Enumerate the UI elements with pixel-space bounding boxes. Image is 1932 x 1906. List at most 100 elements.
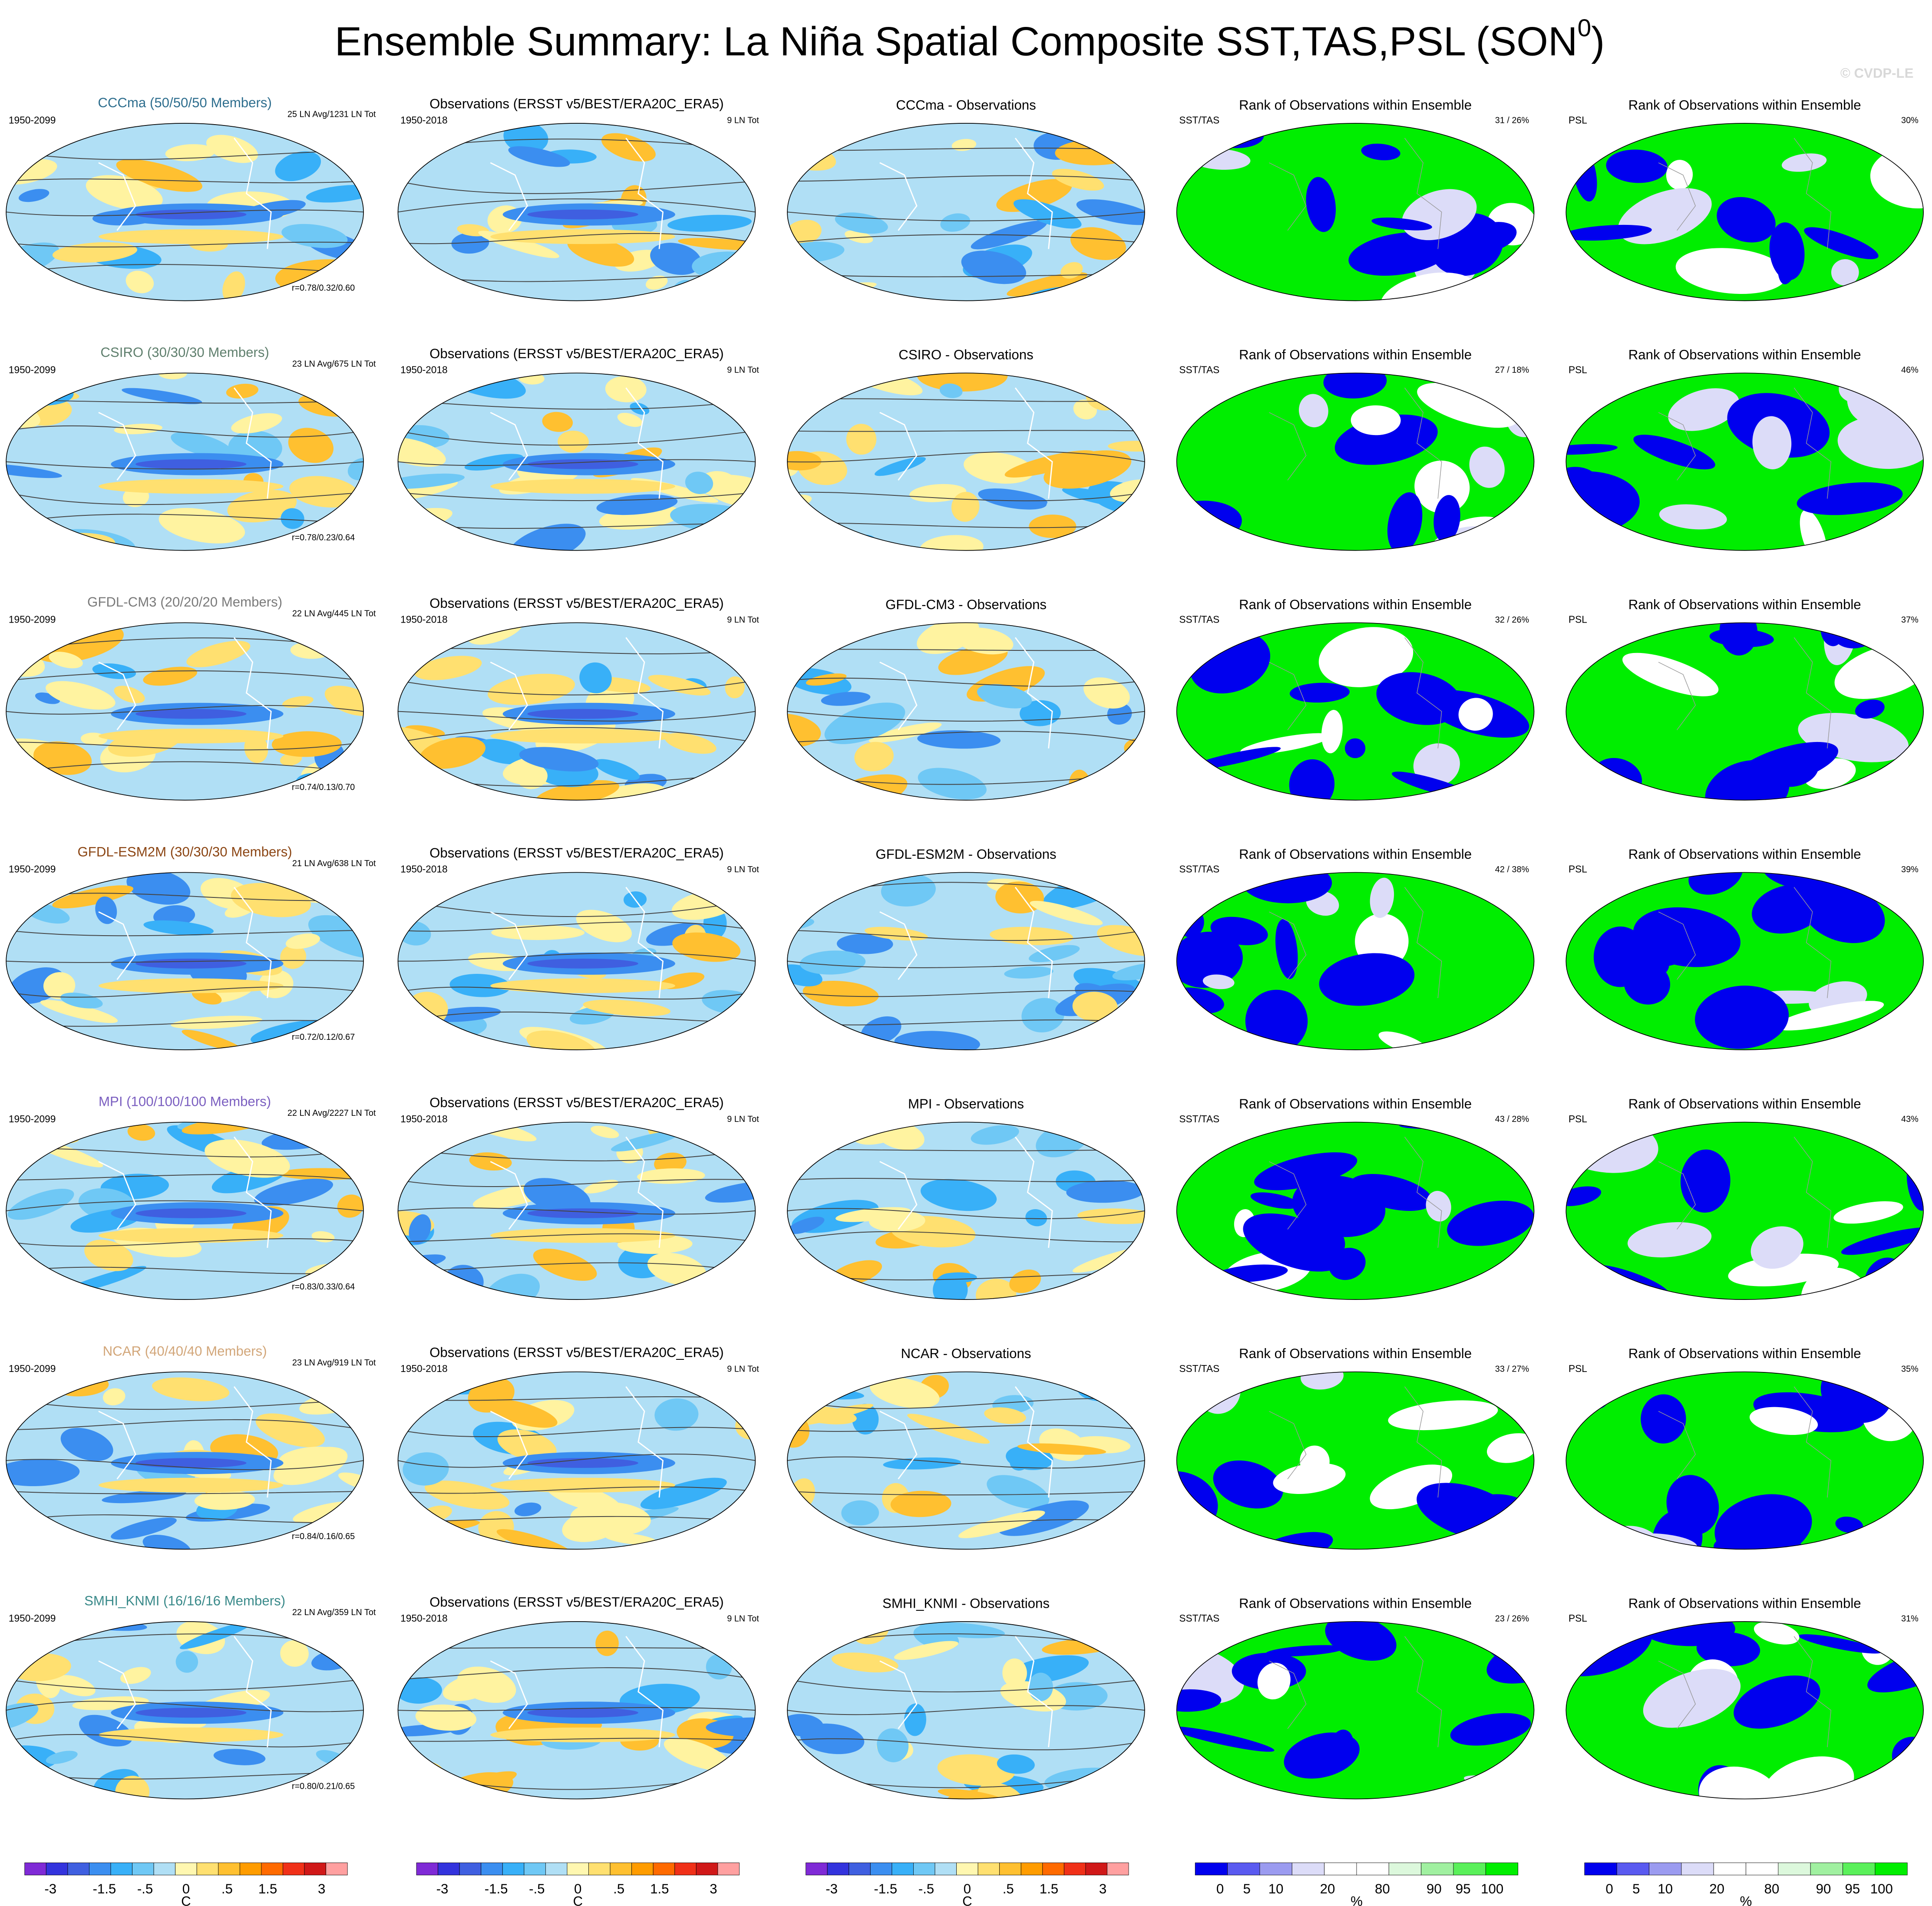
map-region	[1447, 1200, 1534, 1246]
rank-percent: 31 / 26%	[1495, 116, 1529, 125]
map-region	[398, 1264, 424, 1280]
map-outline	[397, 1371, 756, 1550]
model-counts: 23 LN Avg/675 LN Tot	[292, 359, 376, 369]
equatorial-warm	[490, 1477, 675, 1493]
map-region	[180, 1621, 252, 1649]
map-outline	[1176, 622, 1535, 801]
colorbar-label: 5	[1243, 1881, 1251, 1896]
colorbar-label: 3	[1099, 1881, 1106, 1896]
map-region	[836, 933, 893, 954]
contour	[6, 1238, 364, 1247]
colorbar-box	[438, 1862, 460, 1876]
model-period: 1950-2099	[9, 364, 56, 375]
coastline	[1269, 1636, 1442, 1748]
map-outline	[787, 373, 1145, 551]
map-region	[52, 885, 134, 909]
rank-percent: 27 / 18%	[1495, 366, 1529, 375]
equatorial-warm	[490, 1228, 675, 1243]
map-region	[308, 915, 364, 959]
map-region	[667, 214, 752, 232]
map-region	[280, 944, 307, 969]
colorbar-box	[1681, 1862, 1714, 1876]
map-region	[1017, 1443, 1106, 1455]
map-region	[978, 488, 1047, 510]
colorbar-box	[239, 1862, 262, 1876]
colorbar-box	[827, 1862, 849, 1876]
map-region	[1004, 966, 1054, 979]
map-region	[398, 138, 423, 155]
map	[1566, 1372, 1924, 1550]
colorbar-label: 1.5	[1040, 1881, 1058, 1896]
map-region	[841, 1500, 879, 1526]
colorbar-label: -3	[436, 1881, 449, 1896]
contour	[6, 1679, 364, 1691]
equatorial-core	[527, 959, 638, 969]
map-region	[60, 1428, 113, 1461]
map-region	[821, 692, 871, 706]
map-region	[998, 1500, 1089, 1536]
obs-title: Observations (ERSST v5/BEST/ERA20C_ERA5)	[429, 1095, 723, 1110]
obs-title: Observations (ERSST v5/BEST/ERA20C_ERA5)	[429, 845, 723, 861]
map-region	[984, 1407, 1026, 1424]
psl-rank-title: Rank of Observations within Ensemble	[1628, 847, 1861, 862]
map-region	[419, 737, 485, 769]
rank-title: Rank of Observations within Ensemble	[1239, 1096, 1472, 1111]
obs-title: Observations (ERSST v5/BEST/ERA20C_ERA5)	[429, 596, 723, 611]
map-region	[1831, 259, 1859, 286]
obs-title: Observations (ERSST v5/BEST/ERA20C_ERA5)	[429, 1595, 723, 1610]
colorbar-box	[935, 1862, 957, 1876]
map-region	[171, 432, 232, 458]
map-region	[1463, 1775, 1534, 1799]
colorbar-box	[1259, 1862, 1292, 1876]
psl-label: PSL	[1569, 1363, 1587, 1374]
rank-percent: 23 / 26%	[1495, 1614, 1529, 1623]
map-region	[907, 1414, 990, 1444]
colorbar-box	[132, 1862, 154, 1876]
map-region	[1176, 1512, 1215, 1538]
map-region	[977, 684, 1032, 709]
colorbar-box	[416, 1862, 439, 1876]
map-region	[1798, 1634, 1882, 1654]
map-outline	[787, 1621, 1145, 1800]
map-region	[1680, 1149, 1731, 1213]
colorbar-box	[1810, 1862, 1843, 1876]
map-region	[1606, 149, 1668, 183]
contour	[6, 742, 364, 751]
colorbar-box	[978, 1862, 1000, 1876]
map-region	[1659, 504, 1727, 530]
coastline	[1658, 138, 1832, 249]
colorbar-label: -3	[826, 1881, 838, 1896]
map-region	[443, 1674, 496, 1701]
pattern-correlation: r=0.78/0.32/0.60	[292, 283, 355, 293]
map-region	[337, 1194, 364, 1218]
coastline	[1269, 387, 1442, 499]
obs-period: 1950-2018	[400, 1363, 447, 1374]
colorbar-box	[674, 1862, 697, 1876]
map-region	[514, 1502, 542, 1517]
map-region	[1257, 1662, 1291, 1700]
map-region	[845, 230, 873, 244]
map-region	[1176, 1689, 1222, 1712]
map-region	[787, 1772, 825, 1790]
map-region	[958, 1510, 1045, 1538]
map	[787, 1372, 1145, 1550]
rank-title: Rank of Observations within Ensemble	[1239, 847, 1472, 862]
map-region	[646, 275, 668, 290]
map-region	[526, 1030, 597, 1050]
equatorial-core	[135, 1708, 247, 1718]
map-region	[1060, 262, 1083, 279]
map-outline	[6, 123, 364, 301]
map-outline	[787, 622, 1145, 801]
colorbar-box	[110, 1862, 132, 1876]
map-region	[1714, 1494, 1812, 1550]
map-region	[1688, 872, 1743, 895]
map-outline	[1176, 1621, 1535, 1800]
map-region	[1709, 628, 1774, 647]
map-region	[425, 1481, 510, 1510]
rank-title: Rank of Observations within Ensemble	[1239, 98, 1472, 113]
model-counts: 22 LN Avg/445 LN Tot	[292, 609, 376, 619]
colorbar-box	[1843, 1862, 1876, 1876]
contour	[6, 1174, 364, 1181]
map-outline	[1565, 123, 1924, 301]
